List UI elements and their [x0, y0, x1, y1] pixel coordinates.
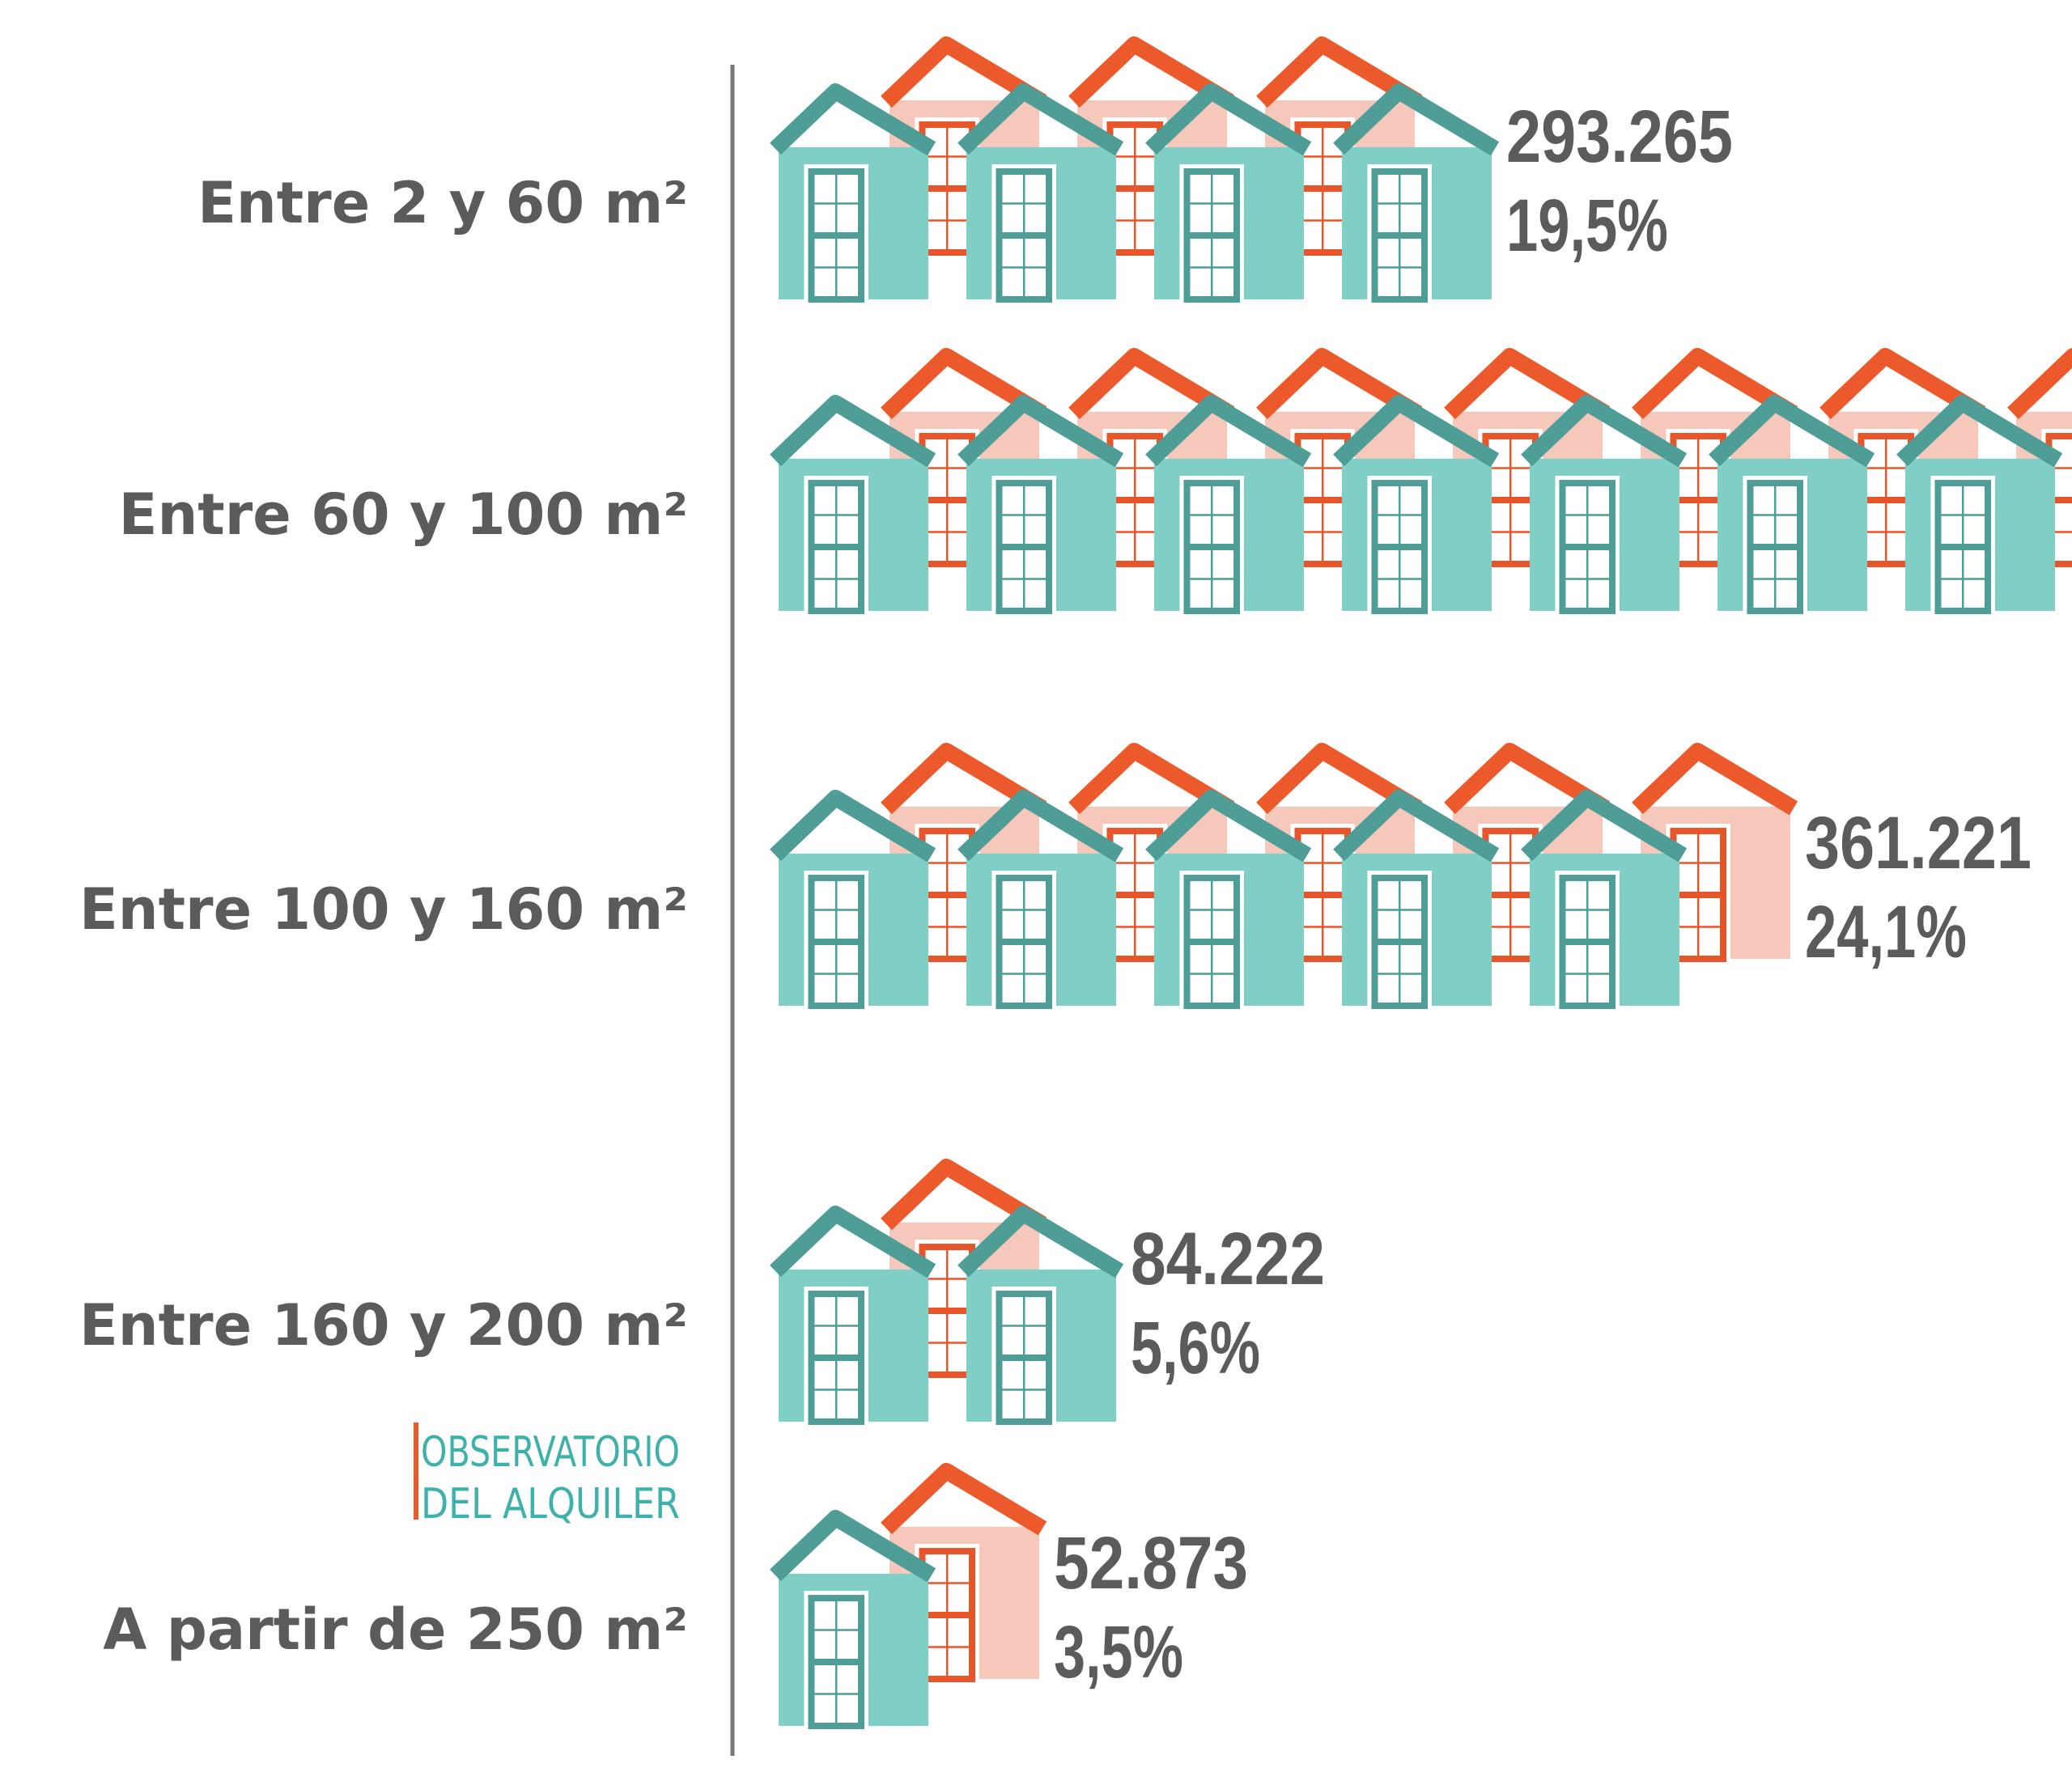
data-bar [770, 1159, 1124, 1426]
teal-house-icon [1333, 790, 1500, 1010]
percent-data-label: 24,1% [1805, 891, 1967, 973]
logo-line-1: OBSERVATORIO [421, 1428, 680, 1477]
teal-house-icon [1145, 790, 1312, 1010]
category-tick-label: Entre 60 y 100 m² [119, 481, 688, 548]
teal-house-icon [770, 790, 936, 1010]
teal-house-icon [1333, 83, 1500, 303]
chart-row: Entre 60 y 100 m²712.36847,3% [119, 348, 2072, 614]
data-bar [770, 36, 1500, 303]
teal-house-icon [1145, 83, 1312, 303]
teal-house-icon [770, 1510, 936, 1730]
logo-line-2: DEL ALQUILER [421, 1480, 680, 1528]
teal-house-icon [957, 790, 1124, 1010]
value-data-label: 84.222 [1131, 1218, 1325, 1300]
data-bar [770, 1463, 1047, 1730]
teal-house-icon [770, 1206, 936, 1426]
logo-accent-bar [414, 1422, 418, 1520]
percent-data-label: 5,6% [1131, 1307, 1260, 1389]
value-data-label: 361.221 [1805, 802, 2032, 884]
category-tick-label: A partir de 250 m² [103, 1596, 688, 1663]
teal-house-icon [1709, 395, 1875, 614]
teal-house-icon [1896, 395, 2063, 614]
teal-house-icon [770, 83, 936, 303]
percent-data-label: 19,5% [1506, 184, 1668, 267]
value-data-label: 52.873 [1054, 1522, 1248, 1605]
teal-house-icon [770, 395, 936, 614]
teal-house-icon [957, 83, 1124, 303]
teal-house-icon [1521, 790, 1688, 1010]
category-tick-label: Entre 2 y 60 m² [197, 170, 688, 236]
category-tick-label: Entre 160 y 200 m² [79, 1292, 688, 1359]
teal-house-icon [1145, 395, 1312, 614]
percent-data-label: 3,5% [1054, 1611, 1183, 1694]
value-data-label: 293.265 [1506, 95, 1733, 178]
data-bar [770, 743, 1798, 1010]
data-bar [770, 348, 2072, 614]
observatorio-logo: OBSERVATORIO DEL ALQUILER [414, 1422, 680, 1528]
teal-house-icon [1521, 395, 1688, 614]
category-tick-label: Entre 100 y 160 m² [79, 876, 688, 943]
teal-house-icon [957, 1206, 1124, 1426]
teal-house-icon [957, 395, 1124, 614]
teal-house-icon [1333, 395, 1500, 614]
